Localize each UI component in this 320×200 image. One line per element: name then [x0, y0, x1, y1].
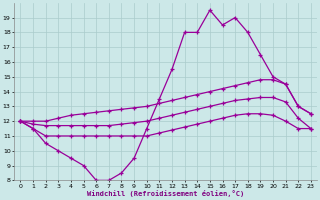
X-axis label: Windchill (Refroidissement éolien,°C): Windchill (Refroidissement éolien,°C)	[87, 190, 244, 197]
